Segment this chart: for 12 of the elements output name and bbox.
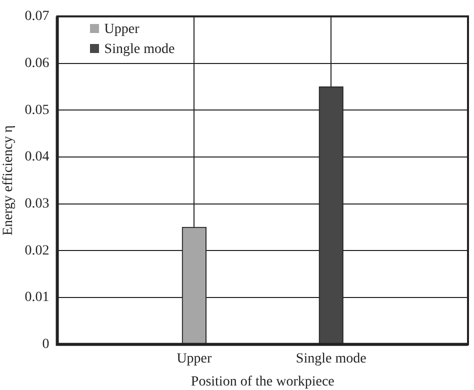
- y-tick-label: 0.02: [24, 243, 50, 258]
- y-tick-label: 0.03: [24, 196, 50, 212]
- legend-label: Single mode: [103, 41, 175, 60]
- legend-label: Upper: [103, 21, 140, 40]
- y-tick-label: 0.04: [24, 150, 50, 165]
- y-tick-label: 0.06: [24, 56, 50, 71]
- y-tick-label: 0.05: [24, 102, 50, 118]
- y-tick-label: 0.01: [24, 290, 50, 306]
- y-axis-title: Energy efficiency η: [1, 125, 16, 236]
- x-axis-title: Position of the workpiece: [190, 374, 334, 390]
- y-tick-label: 0: [42, 337, 50, 352]
- y-tick-label: 0.07: [24, 9, 50, 24]
